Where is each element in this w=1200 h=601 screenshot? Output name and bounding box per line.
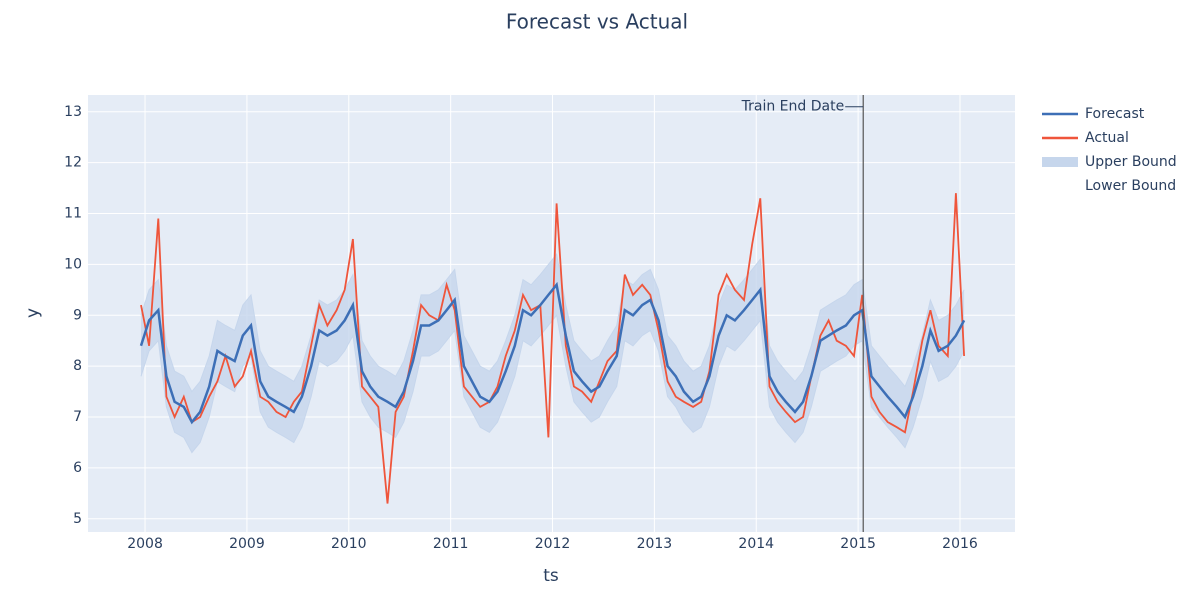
x-tick-label: 2009 [229, 536, 265, 552]
x-tick-label: 2016 [942, 536, 978, 552]
x-tick-label: 2012 [535, 536, 571, 552]
legend-label: Lower Bound [1085, 178, 1176, 194]
y-tick-label: 5 [73, 511, 82, 527]
upper-bound-line [140, 253, 965, 393]
bound-band [141, 254, 965, 453]
chart-title: Forecast vs Actual [506, 10, 688, 34]
x-tick-label: 2010 [331, 536, 367, 552]
legend-label: Upper Bound [1085, 154, 1177, 170]
legend-label: Forecast [1085, 106, 1145, 122]
x-tick-label: 2008 [127, 536, 163, 552]
y-axis-title: y [23, 308, 43, 318]
legend-swatch [1042, 157, 1078, 167]
legend: Forecast Actual Upper Bound Lower Bound [1042, 106, 1177, 194]
y-tick-label: 9 [73, 307, 82, 323]
y-tick-label: 6 [73, 460, 82, 476]
y-tick-label: 10 [64, 256, 82, 272]
y-tick-label: 11 [64, 206, 82, 222]
marks: Train End Date [139, 95, 966, 532]
x-tick-label: 2015 [840, 536, 876, 552]
legend-label: Actual [1085, 130, 1129, 146]
x-axis-title: ts [543, 566, 559, 586]
x-tick-label: 2011 [433, 536, 469, 552]
y-tick-label: 8 [73, 358, 82, 374]
series-line [140, 193, 965, 504]
y-tick-label: 12 [64, 155, 82, 171]
x-tick-label: 2014 [738, 536, 774, 552]
series-line [139, 281, 966, 425]
y-tick-label: 7 [73, 409, 82, 425]
y-tick-label: 13 [64, 104, 82, 120]
annotation: Train End Date [741, 99, 845, 115]
x-tick-label: 2013 [637, 536, 673, 552]
